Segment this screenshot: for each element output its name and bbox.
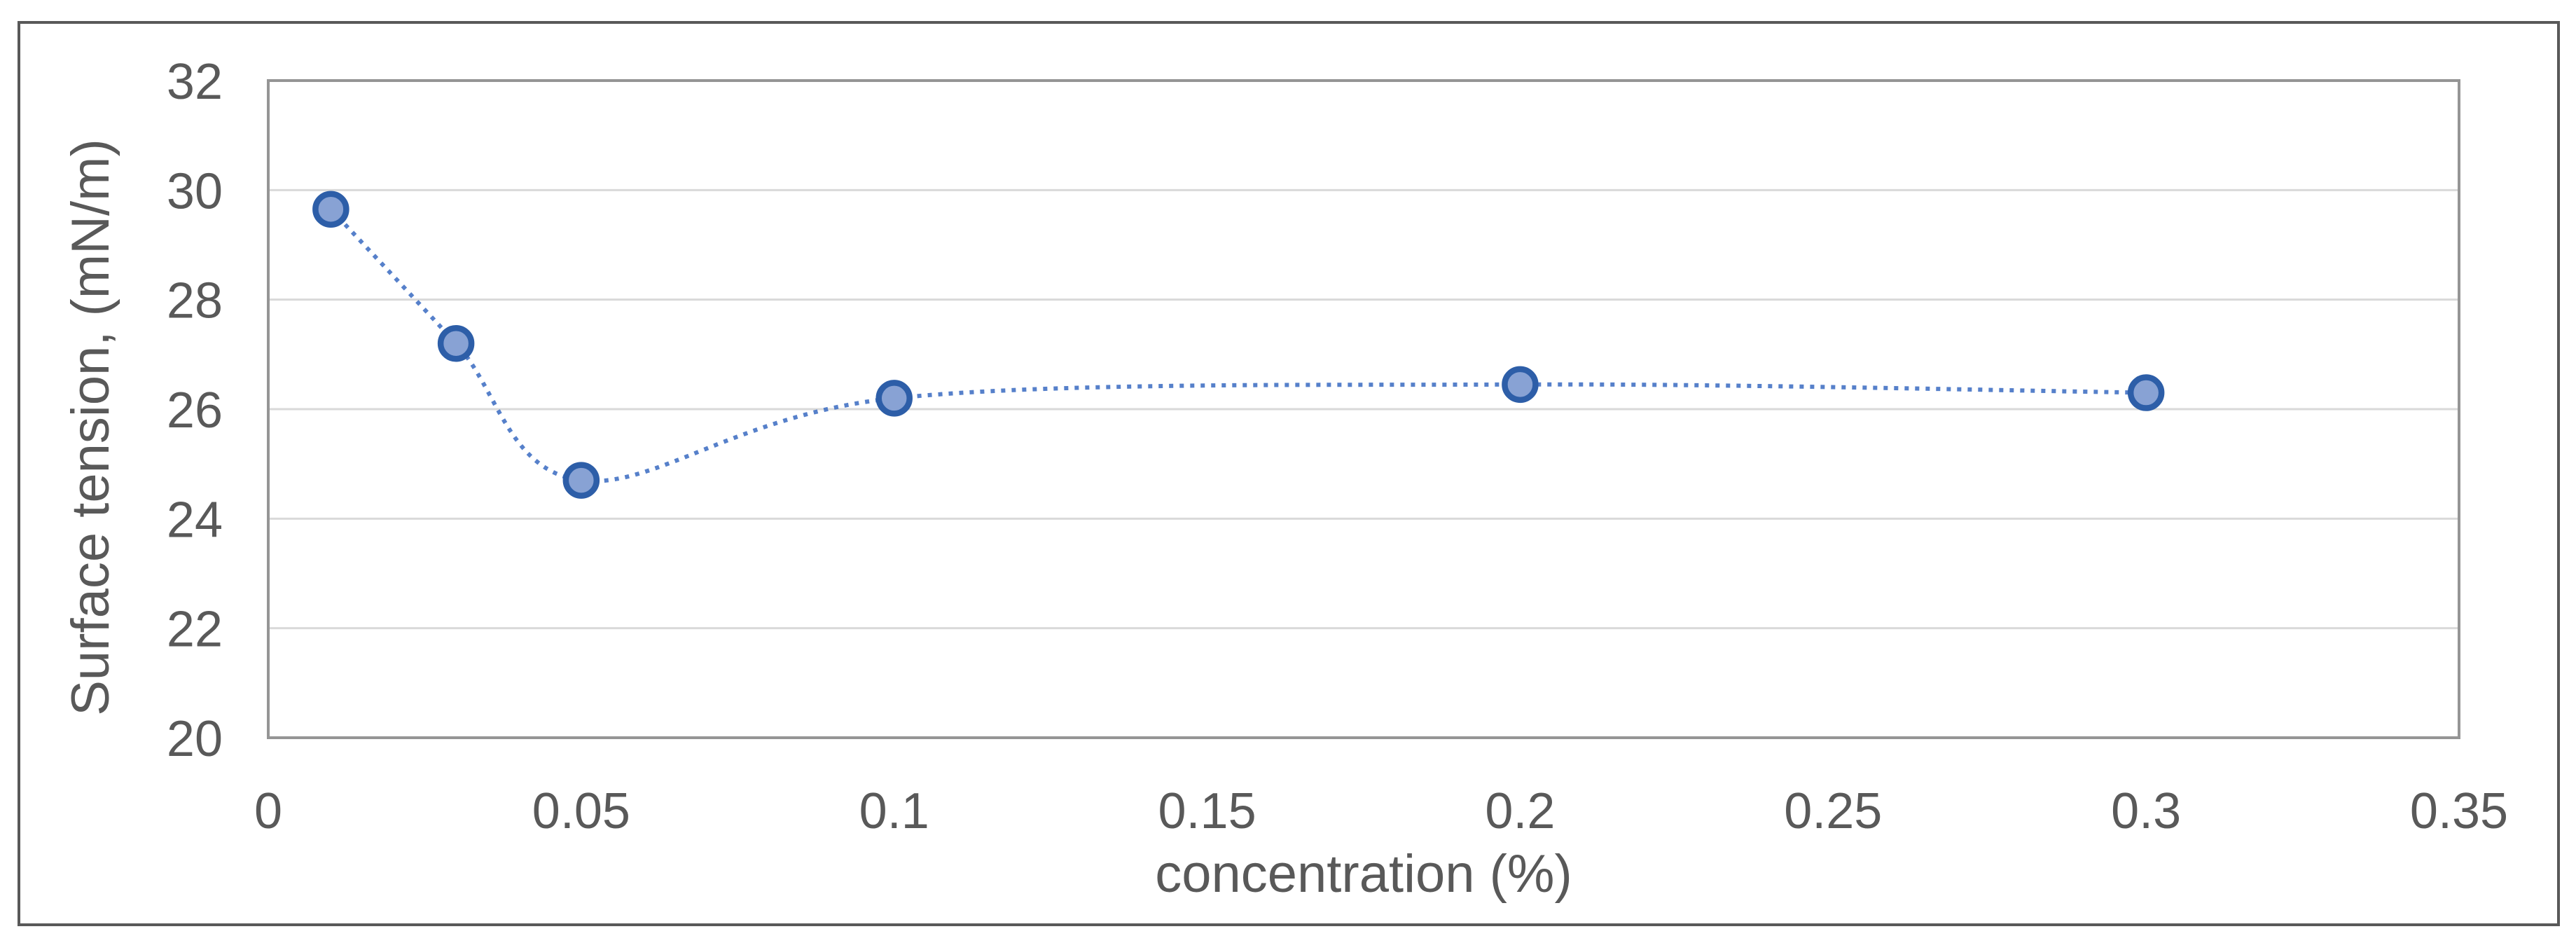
data-point-marker <box>312 191 349 228</box>
data-point-marker <box>562 462 600 499</box>
x-tick-label: 0.15 <box>1158 783 1256 839</box>
data-point-marker <box>1502 366 1539 404</box>
x-tick-label: 0.3 <box>2111 783 2181 839</box>
y-tick-label: 26 <box>167 383 223 439</box>
y-axis-title: Surface tension, (mN/m) <box>61 139 120 716</box>
figure-outer-border <box>18 21 2560 926</box>
y-tick-label: 28 <box>167 273 223 329</box>
series-dotted-line <box>329 207 2147 483</box>
x-tick-label: 0.35 <box>2410 783 2508 839</box>
plot-area-border <box>267 79 2460 739</box>
data-point-marker <box>875 380 913 417</box>
x-tick-label: 0.05 <box>532 783 630 839</box>
y-tick-label: 24 <box>167 492 223 548</box>
x-axis-title: concentration (%) <box>1155 844 1572 904</box>
data-point-marker <box>2127 374 2165 411</box>
data-point-marker <box>437 324 475 362</box>
x-tick-label: 0.25 <box>1784 783 1882 839</box>
y-tick-label: 32 <box>167 54 223 110</box>
x-tick-label: 0.2 <box>1485 783 1555 839</box>
y-tick-label: 20 <box>167 711 223 767</box>
x-tick-label: 0.1 <box>859 783 929 839</box>
y-tick-label: 22 <box>167 602 223 658</box>
x-tick-label: 0 <box>254 783 282 839</box>
y-tick-label: 30 <box>167 163 223 219</box>
